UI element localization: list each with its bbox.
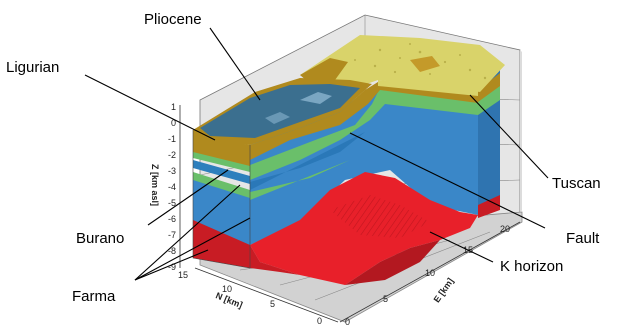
n-tick: 5 (270, 299, 275, 309)
tuscan-top-surface (300, 35, 505, 92)
pliocene-label: Pliocene (144, 11, 202, 28)
tuscan-label: Tuscan (552, 175, 601, 192)
burano-south-band-3 (250, 160, 350, 200)
z-tick: -9 (168, 262, 176, 272)
z-tick: -7 (168, 230, 176, 240)
n-axis-ticks: 15 10 5 0 (178, 270, 322, 326)
burano-south-band-2 (250, 132, 365, 190)
burano-label: Burano (76, 230, 124, 247)
tuscan-brown-patch-2 (410, 56, 440, 72)
tuscan-leader (469, 94, 549, 179)
farma-front-layer (193, 218, 250, 268)
carbonate-south-face (250, 82, 478, 245)
z-tick: -5 (168, 198, 176, 208)
pliocene-lake-light (300, 92, 332, 104)
z-tick: 0 (171, 118, 176, 128)
z-tick: -6 (168, 214, 176, 224)
burano-leader (147, 169, 229, 226)
burano-band-mid (193, 160, 250, 184)
e-tick: 5 (383, 294, 388, 304)
n-axis-line (194, 267, 339, 323)
z-tick: -1 (168, 134, 176, 144)
farma-leader-upper (134, 184, 241, 281)
e-axis-label: E [km] (432, 276, 456, 304)
k-horizon-shadow (345, 240, 440, 285)
pliocene-leader (209, 27, 261, 101)
e-tick: 20 (500, 224, 510, 234)
right-end-tan (478, 73, 500, 102)
leader-lines (84, 27, 549, 281)
ligurian-leader (84, 74, 216, 141)
z-tick: -4 (168, 182, 176, 192)
right-end-red (478, 195, 500, 218)
farma-label: Farma (72, 288, 116, 305)
z-tick: 1 (171, 102, 176, 112)
farma-leader-mid (134, 217, 251, 281)
n-tick: 15 (178, 270, 188, 280)
n-tick: 10 (222, 284, 232, 294)
z-tick: -8 (168, 246, 176, 256)
k-horizon-leader (429, 231, 494, 263)
fault-label: Fault (566, 230, 600, 247)
k-horizon-label: K horizon (500, 258, 563, 275)
z-axis-ticks: 1 0 -1 -2 -3 -4 -5 -6 -7 -8 -9 (168, 102, 176, 272)
fault-leader (349, 132, 546, 229)
z-axis-label: Z [km asl] (150, 164, 160, 206)
e-axis-line (339, 221, 521, 323)
z-tick: -3 (168, 166, 176, 176)
pliocene-lake-light-2 (265, 112, 290, 124)
n-tick: 0 (317, 316, 322, 326)
e-tick: 0 (345, 317, 350, 327)
e-tick: 10 (425, 268, 435, 278)
k-horizon-hatch (330, 195, 430, 238)
z-tick: -2 (168, 150, 176, 160)
tuscan-south-band (378, 80, 478, 96)
burano-band-lower (193, 172, 250, 198)
burano-south-band-1 (250, 88, 478, 180)
ligurian-label: Ligurian (6, 59, 59, 76)
farma-leader-lower (134, 249, 209, 281)
farma-base (250, 245, 300, 275)
right-wall-panel (520, 50, 522, 215)
tuscan-texture (354, 43, 487, 80)
right-end-green (478, 85, 500, 115)
